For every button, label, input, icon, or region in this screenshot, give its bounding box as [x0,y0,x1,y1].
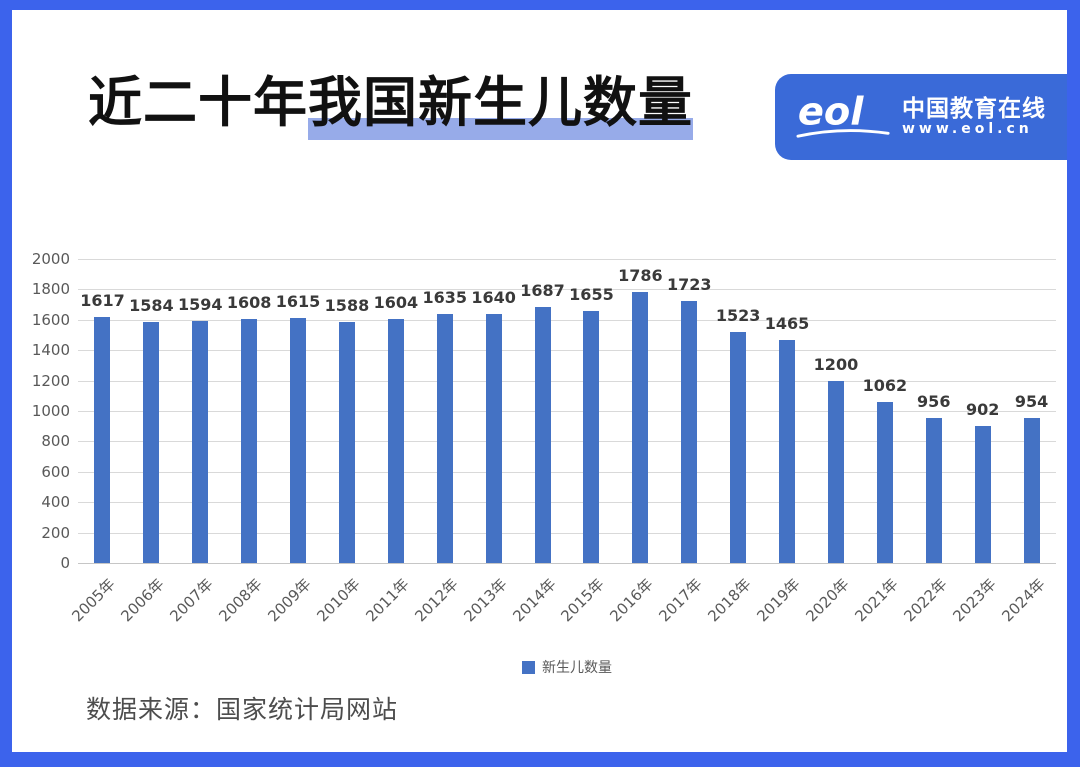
bar [1023,418,1040,563]
gridline [78,319,1056,321]
eol-wordmark-icon: eol [796,90,890,138]
bar-value-label: 1655 [569,285,614,304]
y-tick-label: 2000 [31,250,70,268]
bar [290,318,307,563]
gridline [78,289,1056,291]
bar-value-label: 1615 [275,292,321,311]
bar-value-label: 1604 [373,293,419,312]
bar-value-label: 1594 [177,295,223,314]
y-tick-label: 1600 [31,310,70,329]
legend-color-swatch [522,660,535,674]
logo-text-block: 中国教育在线 www.eol.cn [902,95,1046,138]
bar-chart-plot-area: 0 200 400 600 800 1000 1200 1400 1600 1800 2000 161… [32,250,1056,625]
data-source-note: 数据来源：国家统计局网站 [86,695,399,724]
bar [583,311,600,563]
bar [827,381,844,563]
gridline [78,259,1056,260]
bar-value-label: 1640 [471,288,516,307]
logo-url-text: www.eol.cn [902,120,1033,137]
y-tick-label: 1400 [31,341,70,360]
y-tick-label: 400 [41,493,70,512]
eol-logo: eol 中国教育在线 www.eol.cn [775,74,1067,160]
bar-value-label: 956 [917,392,951,411]
bar [534,307,551,563]
bar [143,322,160,563]
bar-value-label: 1723 [666,275,712,294]
bar [94,317,111,563]
y-tick-label: 600 [41,462,70,481]
bar [387,319,404,563]
gridline [78,471,1056,473]
bar [632,292,649,563]
bar-value-label: 1608 [226,293,272,312]
bar-value-label: 1523 [715,306,761,325]
bar-value-label: 1588 [324,296,370,315]
gridline [78,502,1056,504]
bar-value-label: 1687 [520,281,565,300]
bar-value-label: 1465 [764,314,810,333]
y-tick-label: 1000 [31,402,70,420]
bar [876,402,893,563]
bar [925,418,942,563]
legend-series-label: 新生儿数量 [542,660,612,676]
gridline [78,441,1056,443]
page-title-highlighted: 我国新生儿数量 [308,71,693,140]
page-title: 近二十年我国新生儿数量 [88,71,693,140]
bar [974,426,991,563]
gridline [78,563,1056,564]
bar [436,314,453,563]
chart-legend: 新生儿数量 [78,657,1056,677]
bar [730,332,747,563]
bar [779,340,796,563]
bar [192,321,209,563]
y-tick-label: 1200 [31,371,70,390]
bar [241,319,258,563]
y-tick-label: 0 [60,554,70,572]
bar-value-label: 1200 [813,355,859,374]
y-tick-label: 200 [41,523,70,542]
bar-value-label: 1584 [129,296,174,315]
bar [681,301,698,563]
bar [485,314,502,563]
svg-text:eol: eol [798,90,864,135]
bar-value-label: 1786 [618,266,663,285]
gridline [78,411,1056,412]
bar-value-label: 902 [965,400,1000,419]
gridline [78,350,1056,352]
bar-value-label: 1062 [862,376,908,395]
logo-brand-text: 中国教育在线 [902,95,1046,122]
bar-value-label: 1617 [80,291,125,310]
y-tick-label: 800 [41,432,70,451]
bar-value-label: 1635 [422,288,468,307]
bar [338,322,355,563]
gridline [78,532,1056,534]
page-title-plain: 近二十年 [88,71,308,134]
bar-value-label: 954 [1014,392,1049,411]
gridline [78,380,1056,382]
y-tick-label: 1800 [31,280,70,299]
